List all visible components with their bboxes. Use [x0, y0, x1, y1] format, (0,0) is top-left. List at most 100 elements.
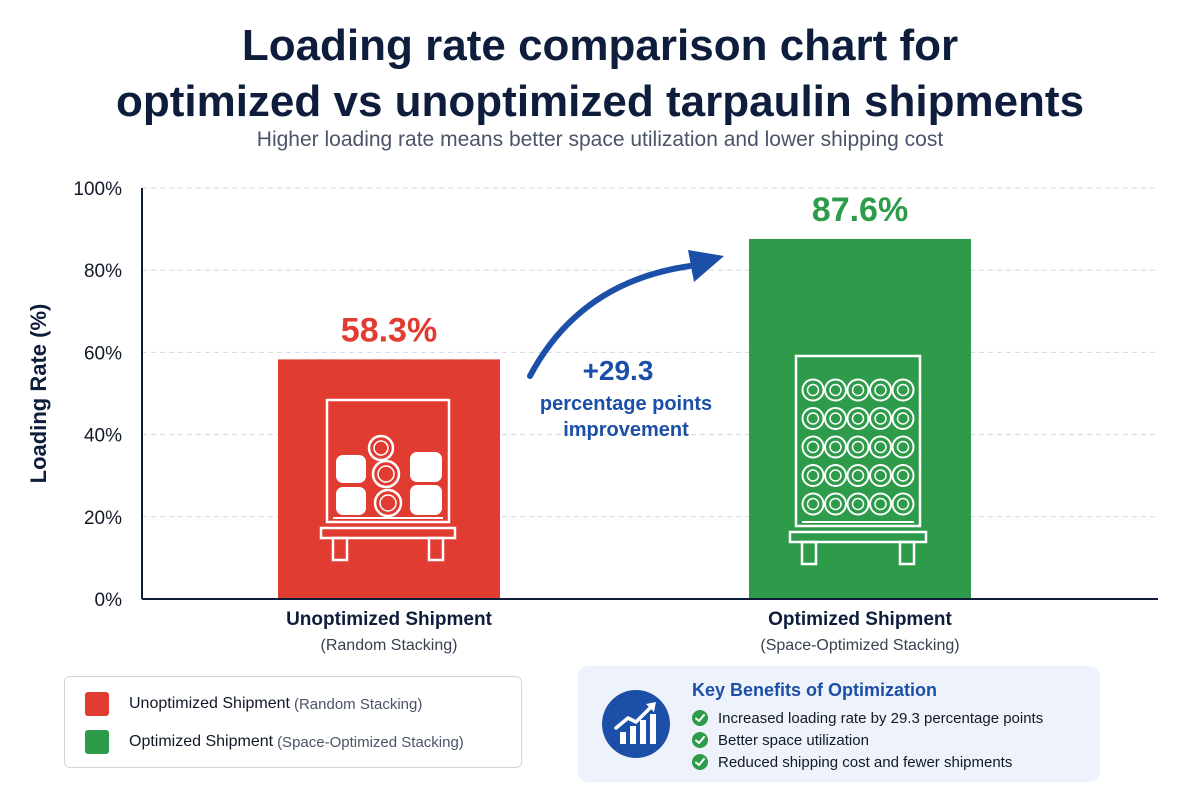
tarpaulin-roll	[846, 492, 870, 516]
tarpaulin-roll-core	[896, 440, 910, 454]
tarpaulin-roll-core	[896, 469, 910, 482]
tarpaulin-roll	[801, 407, 825, 430]
chart-subtitle: Higher loading rate means better space u…	[256, 128, 944, 151]
legend-item-optimized: Optimized Shipment (Space-Optimized Stac…	[85, 728, 464, 756]
tarpaulin-roll-core	[806, 497, 820, 511]
improvement-text: improvement	[563, 419, 689, 441]
tarpaulin-roll-core	[829, 469, 842, 482]
chart-title-line-1: Loading rate comparison chart for	[241, 21, 959, 70]
tarpaulin-roll	[869, 492, 892, 516]
truck-optimized-icon-wheel	[898, 540, 916, 566]
tarpaulin-roll-core	[373, 440, 389, 456]
tarpaulin-roll-core	[874, 497, 887, 511]
tarpaulin-roll	[891, 378, 915, 402]
improvement-arrow	[527, 263, 693, 379]
legend-label-unoptimized: Unoptimized Shipment	[129, 695, 290, 712]
tarpaulin-roll-core	[377, 465, 395, 483]
tarpaulin-roll-core	[379, 494, 397, 512]
benefit-item: Increased loading rate by 29.3 percentag…	[692, 707, 1043, 729]
truck-unoptimized-icon-wheel	[427, 536, 445, 562]
tarpaulin-bale	[336, 487, 366, 515]
bar	[278, 359, 500, 599]
tarpaulin-roll	[824, 378, 847, 402]
tarpaulin-roll-core	[829, 412, 842, 425]
tarpaulin-roll	[869, 378, 892, 402]
tarpaulin-roll-core	[874, 383, 887, 397]
improvement-arrowhead	[688, 250, 724, 282]
truck-unoptimized-icon	[325, 398, 451, 524]
tarpaulin-roll	[824, 407, 847, 430]
tarpaulin-roll	[371, 459, 401, 489]
tarpaulin-roll-core	[851, 412, 865, 425]
tarpaulin-roll	[869, 464, 892, 487]
truck-optimized-icon-wheel	[800, 540, 818, 566]
improvement-value: +29.3	[583, 355, 654, 386]
tarpaulin-roll	[824, 435, 847, 459]
legend-sub-optimized: (Space-Optimized Stacking)	[277, 733, 464, 751]
tarpaulin-roll-core	[806, 469, 820, 482]
truck-optimized-icon	[794, 354, 922, 528]
bar-value-label: 58.3%	[341, 311, 437, 349]
tarpaulin-roll	[801, 378, 825, 402]
truck-optimized-icon-bumper	[788, 530, 928, 544]
bar	[749, 238, 971, 600]
tarpaulin-roll	[367, 434, 395, 462]
x-category-sublabel: (Space-Optimized Stacking)	[760, 637, 959, 654]
truck-unoptimized-icon-wheel	[331, 536, 349, 562]
tarpaulin-roll-core	[896, 383, 910, 397]
tarpaulin-roll	[846, 435, 870, 459]
tarpaulin-roll-core	[896, 497, 910, 511]
tarpaulin-roll-core	[829, 383, 842, 397]
chart-title-line-2: optimized vs unoptimized tarpaulin shipm…	[115, 77, 1085, 126]
tarpaulin-roll-core	[851, 383, 865, 397]
tarpaulin-roll-core	[806, 383, 820, 397]
tarpaulin-roll-core	[851, 497, 865, 511]
tarpaulin-bale	[410, 452, 442, 482]
x-category-sublabel: (Random Stacking)	[321, 637, 458, 654]
key-benefits-panel: Key Benefits of Optimization Increased l…	[578, 666, 1100, 782]
tarpaulin-roll-core	[851, 440, 865, 454]
check-icon	[692, 754, 708, 770]
tarpaulin-roll-core	[874, 440, 887, 454]
tarpaulin-roll	[824, 464, 847, 487]
y-tick-label: 0%	[95, 590, 123, 611]
tarpaulin-roll	[373, 488, 403, 518]
tarpaulin-roll	[869, 435, 892, 459]
y-tick-label: 100%	[73, 179, 122, 200]
legend-swatch-unoptimized	[85, 692, 109, 716]
y-axis-label: Loading Rate (%)	[26, 304, 51, 484]
tarpaulin-roll	[891, 435, 915, 459]
benefit-text: Reduced shipping cost and fewer shipment…	[718, 753, 1013, 771]
tarpaulin-roll-core	[806, 412, 820, 425]
tarpaulin-roll	[891, 407, 915, 430]
tarpaulin-roll-core	[874, 469, 887, 482]
truck-unoptimized-icon-bumper	[319, 526, 457, 540]
tarpaulin-roll	[801, 492, 825, 516]
tarpaulin-roll	[891, 492, 915, 516]
tarpaulin-roll	[846, 464, 870, 487]
tarpaulin-roll	[891, 464, 915, 487]
tarpaulin-bale	[410, 485, 442, 515]
tarpaulin-roll-core	[874, 412, 887, 425]
tarpaulin-roll	[846, 407, 870, 430]
tarpaulin-roll	[801, 435, 825, 459]
tarpaulin-roll-core	[851, 469, 865, 482]
tarpaulin-roll	[846, 378, 870, 402]
bar-value-label: 87.6%	[812, 191, 908, 229]
legend: Unoptimized Shipment (Random Stacking) O…	[64, 676, 522, 768]
tarpaulin-roll-core	[829, 497, 842, 511]
tarpaulin-roll-core	[829, 440, 842, 454]
legend-item-unoptimized: Unoptimized Shipment (Random Stacking)	[85, 690, 422, 718]
tarpaulin-roll	[869, 407, 892, 430]
x-category-label: Unoptimized Shipment	[286, 609, 493, 630]
tarpaulin-roll	[801, 464, 825, 487]
benefit-item: Reduced shipping cost and fewer shipment…	[692, 751, 1012, 773]
y-tick-label: 20%	[84, 508, 122, 529]
benefit-item: Better space utilization	[692, 729, 869, 751]
legend-label-optimized: Optimized Shipment	[129, 733, 274, 750]
tarpaulin-roll-core	[806, 440, 820, 454]
bar-chart: 0% 20% 40% 60% 80% 100% Loading Rate (%) 58.3% U…	[26, 179, 1158, 654]
growth-chart-icon	[602, 690, 670, 758]
benefits-title: Key Benefits of Optimization	[692, 680, 938, 700]
check-icon	[692, 732, 708, 748]
